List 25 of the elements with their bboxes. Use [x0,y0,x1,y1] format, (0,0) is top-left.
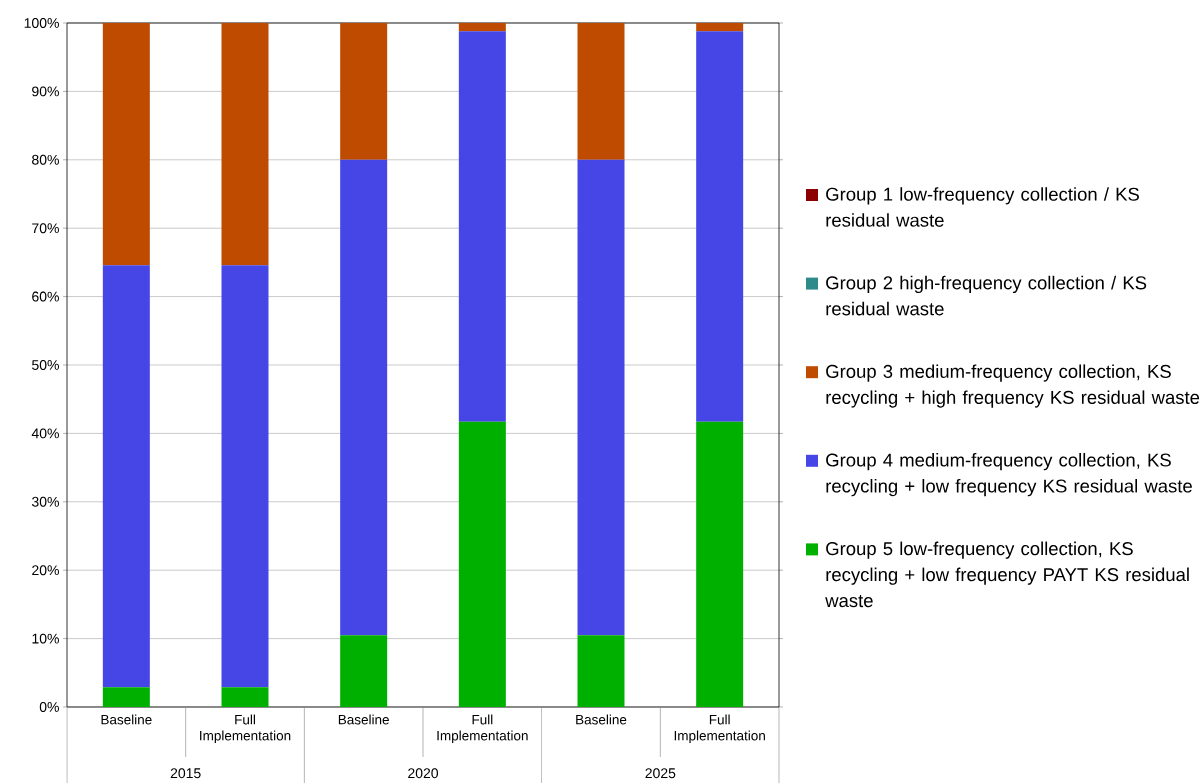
x-tick-label: Full Implementation [674,714,765,743]
x-tick-label: Baseline [101,714,152,725]
y-tick-label: 10% [32,633,59,644]
legend-label: Group 2 high-frequency collection / KS residual waste [826,275,1147,316]
x-tick-label: Full Implementation [437,714,528,743]
y-tick-label: 50% [32,359,59,370]
y-tick-label: 30% [31,496,59,507]
y-tick-label: 40% [31,428,59,439]
x-tick-label: Baseline [338,714,389,725]
y-tick-label: 60% [32,291,59,302]
y-tick-label: 80% [32,154,59,165]
y-tick-label: 100% [24,17,59,28]
y-tick-label: 70% [32,223,59,234]
text: 2020 [408,768,439,778]
x-tick-label: Full Implementation [200,714,291,743]
legend-label: Group 4 medium-frequency collection, KS recycling + low frequency KS residual waste [826,452,1192,497]
text: 2015 [170,768,201,778]
legend-label: Group 3 medium-frequency collection, KS recycling + high frequency KS residual waste [826,364,1200,408]
y-tick-label: 0% [39,701,59,712]
legend-label: Group 5 low-frequency collection, KS recycling + low frequency PAYT KS residual waste [825,541,1189,608]
y-tick-label: 90% [32,86,59,97]
y-tick-label: 20% [32,565,59,576]
x-tick-label: Baseline [576,714,627,725]
text: 2025 [645,768,676,778]
legend-label: Group 1 low-frequency collection / KS residual waste [826,187,1139,227]
